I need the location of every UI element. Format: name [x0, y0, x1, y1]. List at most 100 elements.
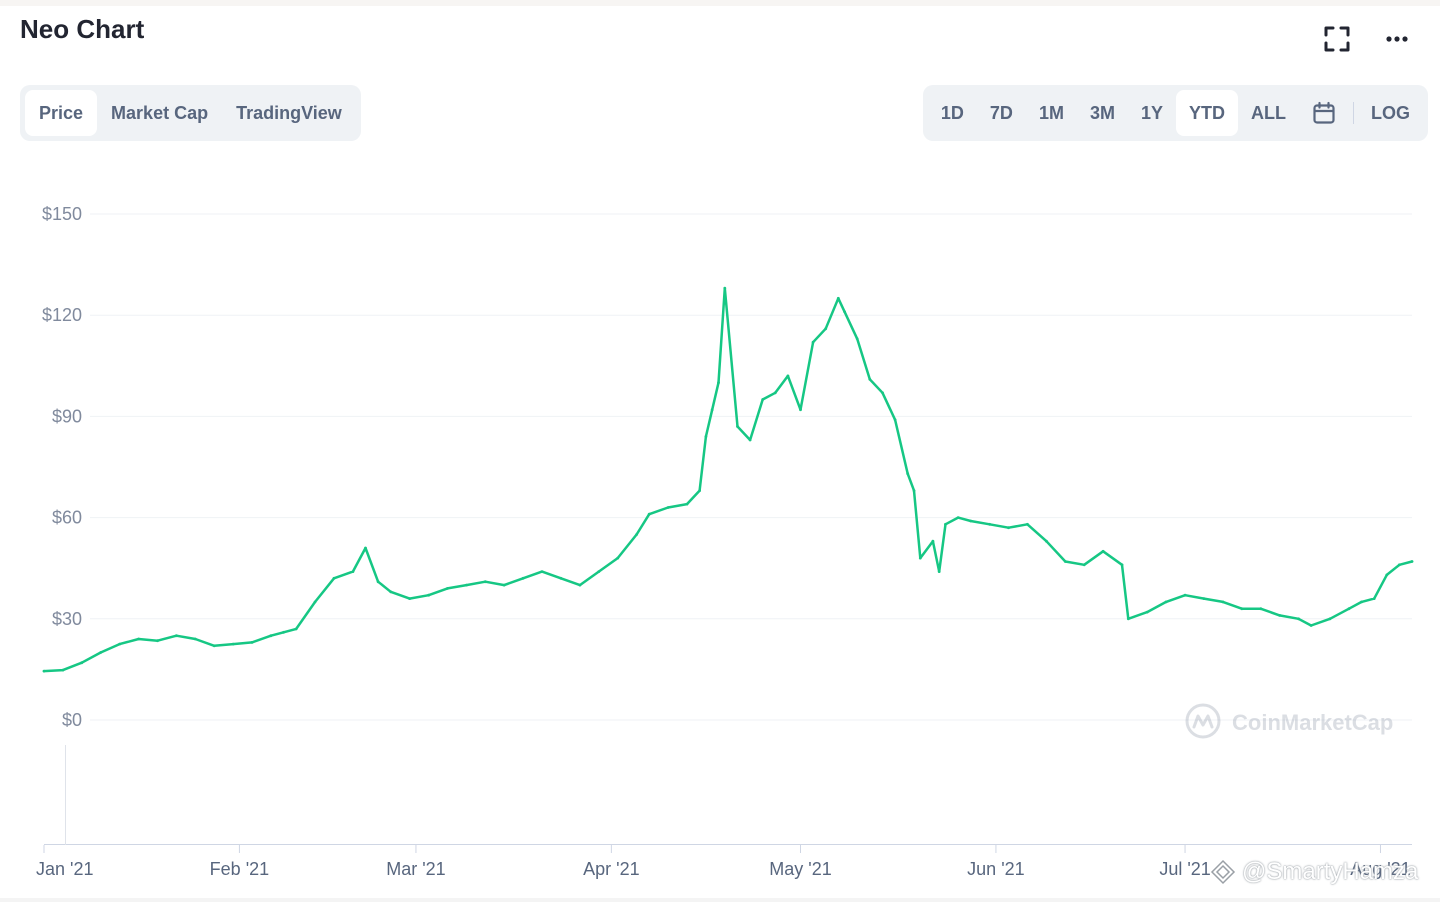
- price-point: [635, 533, 638, 536]
- price-point: [42, 669, 46, 673]
- price-point: [824, 327, 828, 331]
- price-point: [647, 512, 651, 516]
- price-point: [282, 630, 285, 634]
- price-point: [1221, 600, 1225, 604]
- price-point: [1328, 617, 1332, 621]
- tab-tradingview[interactable]: TradingView: [236, 102, 342, 123]
- chart-title: Neo Chart: [20, 14, 145, 44]
- volume-left-marker: [65, 745, 66, 845]
- fullscreen-icon[interactable]: [1320, 22, 1354, 56]
- price-point: [212, 644, 216, 648]
- price-point: [811, 340, 815, 344]
- price-point: [906, 472, 910, 476]
- price-point: [376, 580, 380, 584]
- price-point: [1259, 607, 1263, 611]
- tab-market-cap[interactable]: Market Cap: [111, 102, 209, 123]
- price-point: [118, 642, 121, 646]
- price-point: [868, 377, 872, 381]
- range-1d[interactable]: 1D: [940, 102, 964, 123]
- price-point: [1360, 600, 1363, 604]
- range-1y[interactable]: 1Y: [1140, 102, 1163, 123]
- price-point: [1398, 563, 1401, 567]
- price-point: [502, 583, 506, 587]
- price-point: [666, 506, 670, 509]
- price-point: [465, 583, 468, 587]
- price-point: [1202, 597, 1206, 600]
- x-axis: Jan '21 Feb '21 Mar '21 Apr '21 May '21 Jun '…: [36, 845, 1411, 879]
- price-line-series: [42, 286, 1414, 673]
- calendar-icon[interactable]: [1299, 90, 1349, 136]
- price-point: [881, 391, 884, 395]
- price-point: [988, 522, 991, 526]
- price-chart[interactable]: $0 $30 $60 $90 $120 $150 Jan '21 Feb '21 Mar '2…: [0, 160, 1440, 900]
- x-tick-label: May '21: [769, 859, 831, 879]
- price-point: [332, 576, 336, 580]
- price-point: [1063, 560, 1067, 563]
- price-point: [559, 576, 563, 580]
- price-point: [912, 489, 916, 492]
- price-point: [1101, 549, 1105, 553]
- y-axis: $0 $30 $60 $90 $120 $150: [42, 204, 82, 730]
- price-point: [736, 425, 739, 428]
- price-point: [937, 570, 941, 573]
- price-point: [1164, 600, 1168, 604]
- y-tick-label: $30: [52, 609, 82, 629]
- range-7d[interactable]: 7D: [989, 102, 1013, 123]
- price-point: [723, 286, 727, 290]
- price-point: [231, 642, 235, 646]
- x-tick-label: Mar '21: [386, 859, 445, 879]
- price-point: [1007, 526, 1010, 530]
- y-tick-label: $120: [42, 305, 82, 325]
- price-point: [956, 516, 960, 519]
- x-tick-label: Jan '21: [36, 859, 93, 879]
- price-point: [313, 600, 317, 604]
- price-point: [80, 661, 84, 665]
- price-point: [1120, 563, 1124, 567]
- x-tick-label: Jul '21: [1159, 859, 1210, 879]
- price-point: [1145, 610, 1149, 614]
- price-point: [540, 570, 544, 573]
- price-point: [1183, 593, 1187, 597]
- x-tick-label: Jun '21: [967, 859, 1024, 879]
- price-point: [408, 597, 411, 600]
- price-point: [1126, 617, 1130, 621]
- price-point: [1410, 560, 1414, 563]
- price-point: [717, 381, 720, 385]
- price-point: [843, 310, 846, 314]
- price-point: [483, 580, 487, 584]
- log-scale-toggle[interactable]: LOG: [1371, 102, 1410, 123]
- price-point: [931, 539, 935, 543]
- price-point: [250, 641, 254, 644]
- price-point: [944, 522, 947, 526]
- price-point: [597, 570, 601, 573]
- price-point: [446, 587, 449, 590]
- price-point: [685, 502, 689, 506]
- price-point: [521, 576, 525, 580]
- coinmarketcap-wordmark: CoinMarketCap: [1232, 710, 1393, 735]
- price-point: [893, 418, 897, 422]
- tab-price[interactable]: Price: [25, 90, 98, 136]
- price-point: [836, 296, 840, 300]
- y-tick-label: $60: [52, 508, 82, 528]
- price-point: [969, 519, 973, 523]
- price-point: [855, 337, 859, 341]
- price-point: [156, 639, 159, 643]
- price-points: [42, 286, 1414, 673]
- range-3m[interactable]: 3M: [1089, 102, 1115, 123]
- price-point: [1347, 607, 1351, 611]
- price-point: [1240, 607, 1244, 611]
- price-point: [364, 546, 367, 550]
- price-point: [616, 556, 620, 560]
- range-all[interactable]: ALL: [1251, 102, 1286, 123]
- bottom-strip: [0, 898, 1440, 902]
- price-point: [1385, 573, 1389, 577]
- range-1m[interactable]: 1M: [1038, 102, 1064, 123]
- price-point: [1297, 617, 1300, 621]
- volume-area: [44, 745, 1412, 845]
- more-dots-icon[interactable]: [1380, 22, 1414, 56]
- watermark-diamond-icon: [1210, 859, 1236, 885]
- price-point: [99, 651, 103, 654]
- price-point: [1372, 597, 1376, 600]
- range-ytd[interactable]: YTD: [1176, 90, 1238, 136]
- range-divider: [1353, 102, 1354, 124]
